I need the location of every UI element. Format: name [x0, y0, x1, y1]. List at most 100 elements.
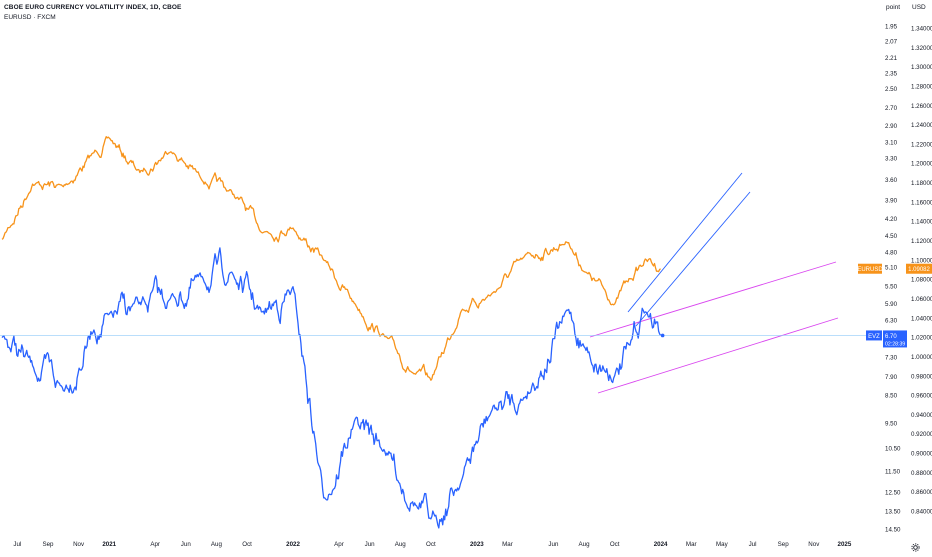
x-axis-tick-label: Mar — [502, 541, 513, 548]
x-axis-tick-label: May — [716, 541, 729, 548]
left-axis-tick-label: 2.90 — [885, 123, 898, 130]
left-axis-tick-label: 12.50 — [885, 489, 901, 496]
eurusd-value-tag-label: 1.09082 — [908, 267, 930, 273]
left-axis-tick-label: 3.10 — [885, 140, 898, 147]
right-axis-tick-label: 1.06000 — [911, 296, 932, 303]
right-axis-tick-label: 0.94000 — [911, 412, 932, 419]
chart-subtitle: EURUSD · FXCM — [4, 14, 56, 21]
left-axis-tick-label: 5.10 — [885, 265, 898, 272]
x-axis-tick-label: 2023 — [470, 541, 484, 548]
left-axis-tick-label: 5.90 — [885, 301, 898, 308]
left-axis-tick-label: 4.80 — [885, 249, 898, 256]
right-axis-unit: USD — [912, 4, 926, 11]
left-axis-tick-label: 14.50 — [885, 527, 901, 534]
right-axis-tick-label: 0.86000 — [911, 489, 932, 496]
left-axis-tick-label: 5.50 — [885, 283, 898, 290]
x-axis-tick-label: Sep — [778, 541, 790, 548]
left-axis-tick-label: 13.50 — [885, 509, 901, 516]
left-axis-tick-label: 9.50 — [885, 420, 898, 427]
right-axis-tick-label: 1.32000 — [911, 45, 932, 52]
left-axis-tick-label: 2.21 — [885, 55, 898, 62]
x-axis-tick-label: 2025 — [838, 541, 852, 548]
x-axis-tick-label: Jun — [181, 541, 192, 548]
chart-title: CBOE EURO CURRENCY VOLATILITY INDEX, 1D,… — [4, 4, 182, 11]
x-axis-tick-label: 2021 — [102, 541, 116, 548]
x-axis-tick-label: Apr — [334, 541, 344, 548]
evz-last-point — [660, 333, 665, 338]
x-axis-tick-label: Mar — [686, 541, 697, 548]
right-axis-tick-label: 1.04000 — [911, 315, 932, 322]
x-axis-tick-label: 2022 — [286, 541, 300, 548]
eurusd-name-tag-label: EURUSD — [857, 267, 883, 273]
right-axis-tick-label: 0.96000 — [911, 393, 932, 400]
x-axis-tick-label: Oct — [610, 541, 620, 548]
right-axis-tick-label: 1.02000 — [911, 335, 932, 342]
x-axis-tick-label: Apr — [150, 541, 160, 548]
right-axis-tick-label: 1.16000 — [911, 199, 932, 206]
right-axis-tick-label: 1.24000 — [911, 122, 932, 129]
right-axis-tick-label: 1.34000 — [911, 26, 932, 33]
left-axis-tick-label: 10.50 — [885, 446, 901, 453]
right-axis-tick-label: 1.10000 — [911, 257, 932, 264]
right-axis-tick-label: 0.88000 — [911, 470, 932, 477]
right-axis-tick-label: 1.22000 — [911, 141, 932, 148]
x-axis-tick-label: Nov — [73, 541, 85, 548]
right-axis-tick-label: 1.26000 — [911, 103, 932, 110]
right-axis-tick-label: 1.30000 — [911, 64, 932, 71]
x-axis-tick-label: Aug — [395, 541, 407, 548]
right-axis-tick-label: 1.28000 — [911, 83, 932, 90]
purple-channel-upper[interactable] — [589, 261, 837, 338]
x-axis-tick-label: Jul — [13, 541, 21, 548]
left-axis-tick-label: 7.30 — [885, 354, 898, 361]
left-axis-tick-label: 4.50 — [885, 233, 898, 240]
left-axis-tick-label: 2.07 — [885, 38, 898, 45]
right-axis-tick-label: 1.20000 — [911, 161, 932, 168]
right-axis-tick-label: 0.92000 — [911, 431, 932, 438]
x-axis-tick-label: Aug — [579, 541, 591, 548]
left-axis-tick-label: 7.90 — [885, 374, 898, 381]
right-axis-tick-label: 1.00000 — [911, 354, 932, 361]
x-axis-tick-label: Jul — [749, 541, 757, 548]
left-axis-tick-label: 1.95 — [885, 24, 898, 31]
evz-name-tag-label: EVZ — [868, 334, 880, 340]
left-axis-tick-label: 11.50 — [885, 468, 901, 475]
x-axis-tick-label: Aug — [211, 541, 223, 548]
evz-name-tag — [866, 330, 882, 341]
right-axis-tick-label: 1.08000 — [911, 277, 932, 284]
purple-channel-lower[interactable] — [597, 317, 839, 394]
x-axis-tick-label: Oct — [242, 541, 252, 548]
x-axis-tick-label: Jun — [548, 541, 559, 548]
left-axis-tick-label: 6.30 — [885, 318, 898, 325]
x-axis-tick-label: Nov — [808, 541, 820, 548]
evz-countdown-label: 02:28:39 — [885, 341, 905, 347]
x-axis-tick-label: Jun — [365, 541, 376, 548]
blue-channel-upper[interactable] — [627, 172, 743, 313]
left-axis-tick-label: 2.70 — [885, 105, 898, 112]
evz-line[interactable] — [1, 247, 662, 529]
eurusd-value-tag — [906, 263, 932, 274]
left-axis-tick-label: 2.50 — [885, 86, 898, 93]
right-axis-tick-label: 1.18000 — [911, 180, 932, 187]
gear-icon[interactable] — [911, 539, 920, 552]
right-axis-tick-label: 1.12000 — [911, 238, 932, 245]
evz-value-tag-label: 6.70 — [885, 334, 897, 340]
evz-value-tag — [883, 330, 907, 348]
right-axis-tick-label: 0.98000 — [911, 373, 932, 380]
left-axis-tick-label: 3.60 — [885, 177, 898, 184]
right-axis-tick-label: 0.90000 — [911, 451, 932, 458]
blue-channel-lower[interactable] — [635, 191, 751, 327]
x-axis-tick-label: Sep — [42, 541, 54, 548]
x-axis-tick-label: 2024 — [654, 541, 668, 548]
right-axis-tick-label: 0.84000 — [911, 509, 932, 516]
left-axis-tick-label: 2.35 — [885, 70, 898, 77]
left-axis-tick-label: 8.50 — [885, 393, 898, 400]
eurusd-line[interactable] — [1, 136, 662, 381]
eurusd-name-tag — [858, 263, 882, 274]
left-axis-unit: point — [886, 4, 901, 11]
left-axis-tick-label: 3.90 — [885, 197, 898, 204]
left-axis-tick-label: 3.30 — [885, 155, 898, 162]
left-axis-tick-label: 4.20 — [885, 216, 898, 223]
right-axis-tick-label: 1.14000 — [911, 219, 932, 226]
